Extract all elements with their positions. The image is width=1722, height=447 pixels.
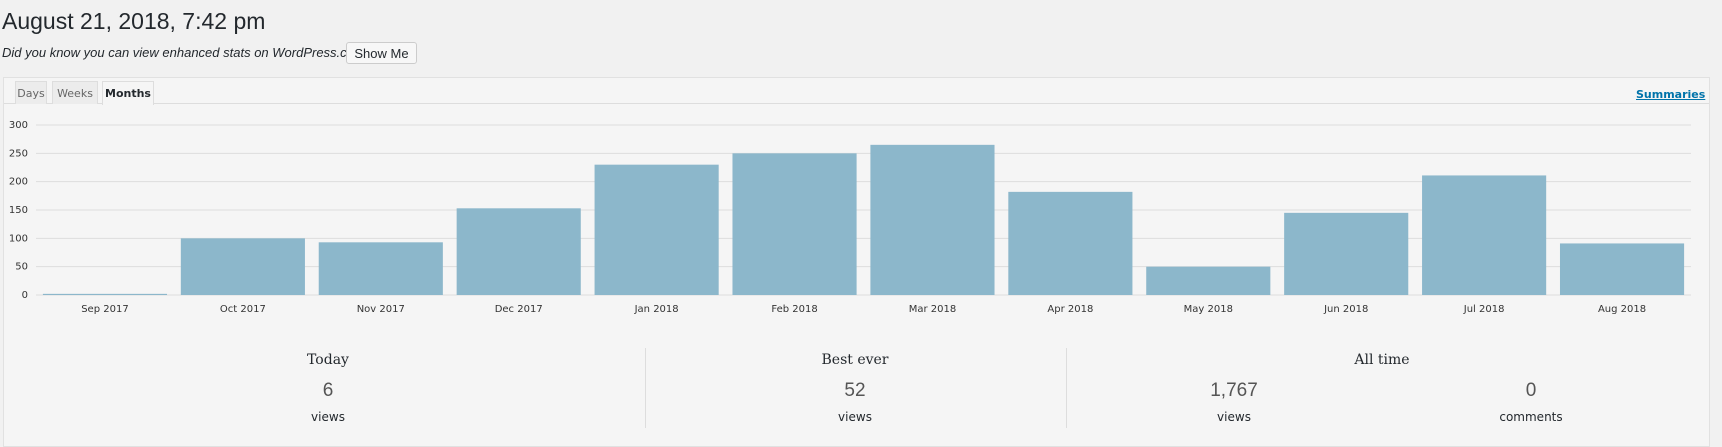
separator bbox=[645, 348, 646, 428]
bar bbox=[456, 208, 581, 295]
bar bbox=[870, 144, 995, 295]
x-tick-label: Jul 2018 bbox=[1463, 304, 1505, 315]
stat-value: 6 bbox=[322, 380, 334, 401]
x-tick-label: Jan 2018 bbox=[634, 304, 679, 315]
bar bbox=[1559, 243, 1685, 295]
notice-text: Did you know you can view enhanced stats… bbox=[2, 45, 372, 60]
stat-unit: views bbox=[311, 410, 345, 424]
tab-bar bbox=[4, 103, 1709, 104]
x-tick-label: Oct 2017 bbox=[220, 304, 266, 315]
x-tick-label: Dec 2017 bbox=[495, 304, 543, 315]
stat-unit: views bbox=[1217, 410, 1251, 424]
y-tick-label: 300 bbox=[9, 120, 28, 131]
summaries-link[interactable]: Summaries bbox=[1636, 88, 1706, 101]
bar bbox=[1284, 212, 1409, 295]
x-tick-label: May 2018 bbox=[1184, 304, 1233, 315]
tab[interactable]: Weeks bbox=[52, 81, 98, 104]
bar bbox=[1008, 191, 1133, 295]
stat-value: 0 bbox=[1525, 380, 1537, 401]
bar bbox=[180, 238, 305, 295]
bar bbox=[594, 164, 719, 295]
y-tick-label: 200 bbox=[9, 177, 28, 188]
bar bbox=[732, 153, 857, 295]
bar bbox=[318, 242, 443, 295]
x-tick-label: Jun 2018 bbox=[1323, 304, 1368, 315]
x-tick-label: Sep 2017 bbox=[81, 304, 128, 315]
stat-title: All time bbox=[1354, 352, 1410, 368]
stat-value: 1,767 bbox=[1210, 380, 1258, 401]
y-tick-label: 150 bbox=[9, 205, 28, 216]
y-tick-label: 0 bbox=[22, 290, 28, 301]
stat-unit: views bbox=[838, 410, 872, 424]
tab[interactable]: Days bbox=[15, 81, 47, 104]
chart: 0 50 100 150 200 250 300 Sep 2017 Oct 2017 Nov 20… bbox=[9, 120, 1691, 315]
stat-title: Today bbox=[307, 352, 349, 368]
x-tick-label: Apr 2018 bbox=[1047, 304, 1093, 315]
separator bbox=[1066, 348, 1067, 428]
bar bbox=[42, 293, 168, 295]
bar bbox=[1422, 175, 1547, 295]
show-me-button[interactable]: Show Me bbox=[346, 42, 417, 64]
page-title: August 21, 2018, 7:42 pm bbox=[2, 8, 266, 34]
tab-active[interactable]: Months bbox=[102, 81, 154, 105]
x-tick-label: Feb 2018 bbox=[771, 304, 817, 315]
y-tick-label: 250 bbox=[9, 148, 28, 159]
stat-title: Best ever bbox=[821, 352, 889, 368]
x-tick-label: Nov 2017 bbox=[357, 304, 405, 315]
y-tick-label: 50 bbox=[15, 262, 28, 273]
x-tick-label: Aug 2018 bbox=[1598, 304, 1646, 315]
bar bbox=[1146, 266, 1271, 295]
stat-value: 52 bbox=[844, 380, 866, 401]
x-tick-label: Mar 2018 bbox=[909, 304, 957, 315]
y-tick-label: 100 bbox=[9, 233, 28, 244]
stat-unit: comments bbox=[1499, 410, 1563, 424]
